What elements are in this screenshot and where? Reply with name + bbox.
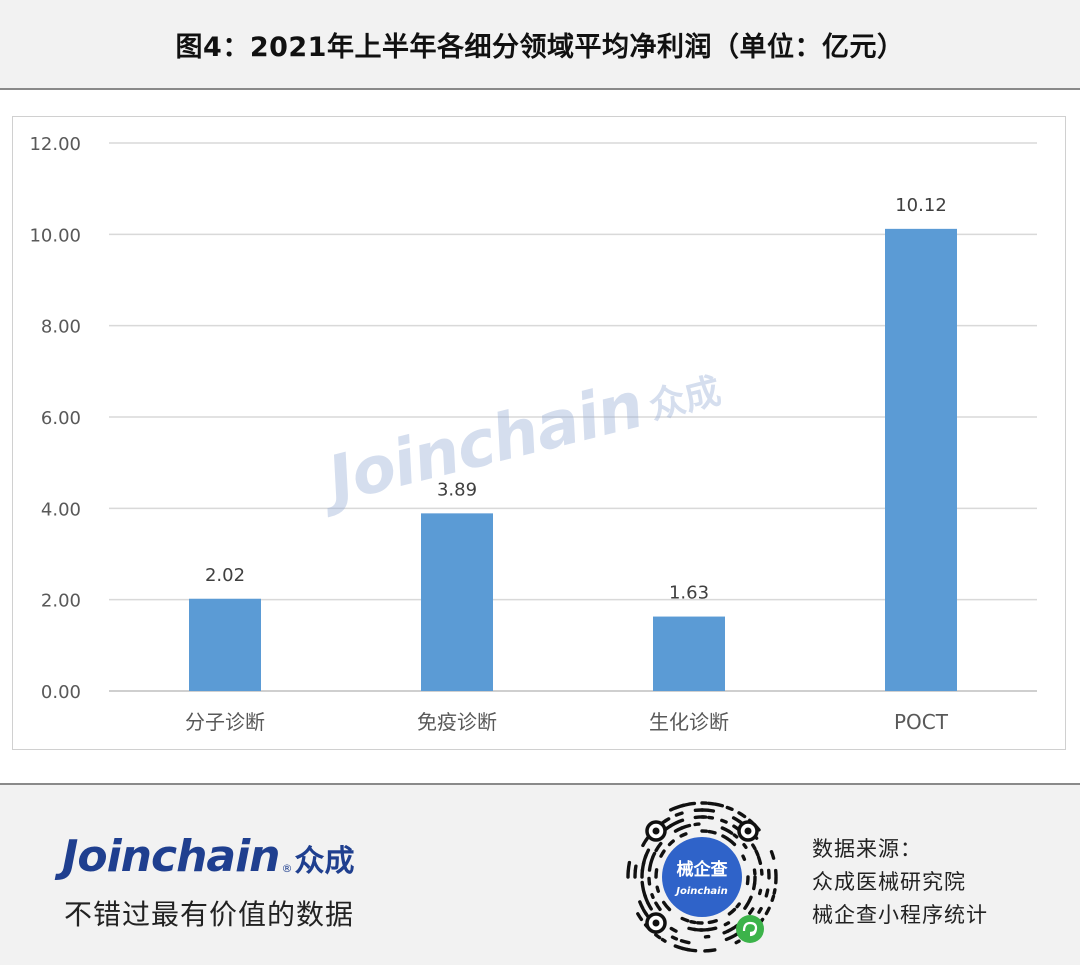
chart-frame: 0.00 2.00 4.00 6.00 8.00 10.00 12.00 2.02 分子诊断 3.… <box>12 116 1066 750</box>
title-bar: 图4：2021年上半年各细分领域平均净利润（单位：亿元） <box>0 0 1080 90</box>
source-line-1: 数据来源： <box>812 837 922 861</box>
footer: Joinchain ® 众成 不错过最有价值的数据 械企查 Joinchain … <box>0 785 1080 965</box>
bar <box>421 513 493 691</box>
qr-center-badge <box>662 837 742 917</box>
data-label: 1.63 <box>669 583 709 604</box>
mini-program-icon <box>736 915 764 943</box>
y-tick-label: 2.00 <box>41 591 81 612</box>
registered-mark: ® <box>281 862 293 875</box>
chart-title: 图4：2021年上半年各细分领域平均净利润（单位：亿元） <box>175 31 905 63</box>
y-tick-label: 8.00 <box>41 317 81 338</box>
y-tick-label: 4.00 <box>41 499 81 520</box>
source-line-2: 众成医械研究院 <box>812 870 966 894</box>
bar <box>653 616 725 691</box>
brand-name-cn: 众成 <box>294 844 355 879</box>
qr-code-pattern <box>626 801 778 953</box>
x-category-label: 分子诊断 <box>185 710 265 734</box>
bar <box>189 598 261 691</box>
brand-name-en: Joinchain <box>62 831 281 882</box>
x-category-label: 免疫诊断 <box>417 710 497 734</box>
mini-program-link-icon <box>742 921 758 937</box>
bar-chart: 0.00 2.00 4.00 6.00 8.00 10.00 12.00 2.02 分子诊断 3.… <box>29 134 1037 734</box>
x-category-label: 生化诊断 <box>649 710 729 734</box>
data-label: 10.12 <box>895 195 947 216</box>
qr-center-title: 械企查 <box>677 859 729 880</box>
x-category-label: POCT <box>894 710 949 734</box>
brand-logo: Joinchain ® 众成 <box>62 835 355 879</box>
chart-area: 0.00 2.00 4.00 6.00 8.00 10.00 12.00 2.02 分子诊断 3.… <box>0 90 1080 785</box>
bar <box>885 228 957 691</box>
source-line-3: 械企查小程序统计 <box>812 903 988 927</box>
data-label: 3.89 <box>437 479 477 500</box>
qr-center-sub: Joinchain <box>674 886 727 897</box>
y-tick-label: 6.00 <box>41 408 81 429</box>
slogan: 不错过最有价值的数据 <box>64 898 355 931</box>
data-label: 2.02 <box>205 565 245 586</box>
y-tick-label: 12.00 <box>29 134 81 155</box>
y-tick-label: 10.00 <box>29 225 81 246</box>
y-tick-label: 0.00 <box>41 682 81 703</box>
data-source: 数据来源： 众成医械研究院 械企查小程序统计 <box>812 833 988 932</box>
mini-program-qr-code[interactable]: 械企查 Joinchain <box>622 797 782 957</box>
